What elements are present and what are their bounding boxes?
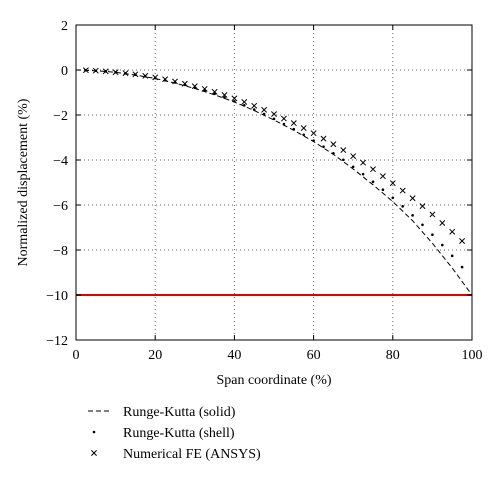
- y-axis-label: Normalized displacement (%): [16, 98, 31, 266]
- data-point-dot: [381, 188, 385, 191]
- data-point-dot: [441, 243, 444, 247]
- legend-entry: Numerical FE (ANSYS): [91, 447, 261, 462]
- data-point-dot: [282, 122, 286, 126]
- x-tick-label: 60: [307, 348, 321, 363]
- x-tick-label: 40: [227, 348, 241, 363]
- y-tick-label: −8: [53, 244, 68, 259]
- legend-entry: Runge-Kutta (solid): [88, 405, 236, 420]
- data-point-x: [449, 228, 456, 235]
- data-point-x: [379, 173, 386, 180]
- data-point-x: [251, 102, 258, 109]
- data-point-x: [191, 83, 198, 90]
- legend-entry: Runge-Kutta (shell): [92, 426, 235, 441]
- data-point-x: [419, 203, 426, 210]
- data-point-dot: [371, 180, 375, 184]
- data-point-dot: [312, 139, 315, 142]
- grid: [76, 25, 472, 340]
- data-point-x: [360, 159, 367, 166]
- x-tick-label: 100: [462, 348, 483, 363]
- y-tick-label: 0: [61, 64, 68, 79]
- series-line-solid: [75, 69, 473, 296]
- data-point-x: [350, 153, 357, 160]
- data-point-dot: [272, 117, 276, 121]
- data-point-x: [231, 95, 238, 102]
- data-point-x: [271, 111, 277, 118]
- data-point-x: [261, 106, 268, 113]
- data-point-x: [320, 135, 327, 142]
- data-point-dot: [431, 233, 434, 236]
- data-point-x: [290, 120, 297, 127]
- data-point-x: [152, 74, 159, 81]
- data-point-x: [300, 125, 307, 132]
- data-point-dot: [292, 127, 296, 131]
- data-point-x: [132, 71, 139, 78]
- data-point-x: [439, 220, 446, 226]
- data-point-x: [122, 70, 129, 77]
- data-point-dot: [342, 158, 345, 162]
- y-tick-label: −6: [53, 199, 68, 214]
- data-point-dot: [223, 96, 226, 99]
- data-point-x: [82, 67, 89, 74]
- data-point-x: [92, 67, 99, 74]
- x-tick-label: 20: [148, 348, 162, 363]
- data-point-dot: [252, 108, 256, 111]
- data-point-x: [162, 76, 169, 83]
- data-point-x: [330, 141, 337, 148]
- data-point-dot: [302, 133, 306, 137]
- legend-label: Numerical FE (ANSYS): [123, 447, 261, 462]
- data-point-x: [142, 72, 149, 79]
- data-point-dot: [450, 254, 454, 258]
- data-point-dot: [332, 151, 335, 155]
- data-point-x: [112, 69, 119, 76]
- data-point-x: [221, 92, 228, 98]
- data-point-x: [280, 115, 287, 122]
- data-point-dot: [460, 265, 464, 269]
- data-point-x: [91, 450, 97, 456]
- data-point-dot: [351, 165, 355, 169]
- y-tick-label: 2: [61, 19, 68, 34]
- x-tick-label: 0: [73, 348, 80, 363]
- data-point-x: [389, 180, 396, 187]
- data-point-dot: [262, 112, 266, 116]
- data-point-dot: [92, 430, 96, 434]
- legend-label: Runge-Kutta (shell): [123, 426, 235, 441]
- data-point-x: [241, 98, 248, 105]
- data-point-dot: [391, 196, 395, 200]
- data-point-dot: [233, 99, 236, 103]
- data-point-x: [370, 166, 376, 173]
- data-point-x: [409, 195, 416, 202]
- data-point-x: [201, 85, 208, 92]
- legend-label: Runge-Kutta (solid): [123, 405, 236, 420]
- data-point-x: [172, 78, 178, 85]
- x-axis-label: Span coordinate (%): [216, 373, 331, 388]
- data-point-x: [459, 238, 466, 244]
- series-group: [75, 67, 473, 296]
- data-point-dot: [411, 214, 414, 217]
- plot-frame: [75, 24, 473, 341]
- data-point-dot: [401, 205, 405, 208]
- y-tick-label: −2: [53, 109, 68, 124]
- legend: Runge-Kutta (solid) Runge-Kutta (shell) Nu…: [88, 405, 261, 462]
- data-point-x: [102, 68, 109, 75]
- data-point-dot: [421, 223, 424, 227]
- data-point-dot: [213, 92, 216, 96]
- data-point-dot: [243, 104, 246, 107]
- data-point-x: [310, 130, 317, 137]
- data-point-x: [429, 211, 436, 218]
- data-point-x: [399, 187, 406, 194]
- data-point-x: [181, 80, 188, 87]
- data-point-x: [211, 88, 218, 95]
- data-point-x: [340, 147, 347, 154]
- y-tick-label: −12: [46, 334, 68, 349]
- data-point-dot: [361, 172, 365, 176]
- y-tick-label: −4: [53, 154, 68, 169]
- y-tick-label: −10: [46, 289, 68, 304]
- data-point-dot: [322, 145, 325, 149]
- x-tick-label: 80: [386, 348, 400, 363]
